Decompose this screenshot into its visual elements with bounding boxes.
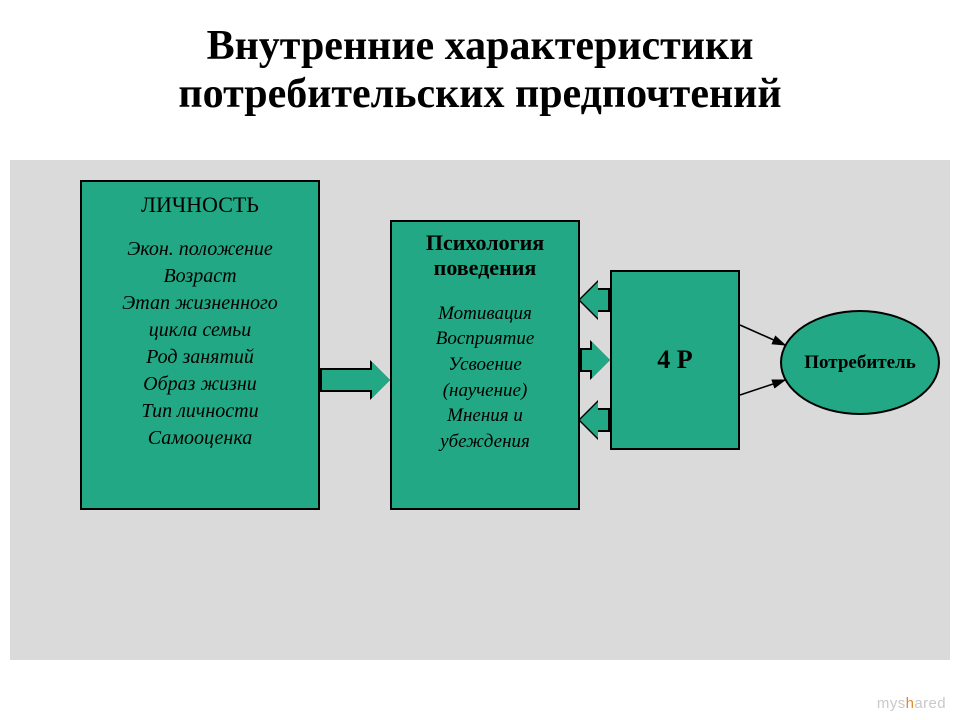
list-item: Восприятие [398, 326, 572, 352]
box-4p: 4 Р [610, 270, 740, 450]
slide-title: Внутренние характеристики потребительски… [0, 22, 960, 119]
list-item: цикла семьи [90, 317, 310, 344]
ellipse-consumer: Потребитель [780, 310, 940, 415]
box-psychology: Психология поведения МотивацияВосприятие… [390, 220, 580, 510]
list-item: Усвоение [398, 352, 572, 378]
list-item: Мнения и [398, 403, 572, 429]
box-4p-label: 4 Р [657, 345, 692, 375]
list-item: Возраст [90, 263, 310, 290]
title-line-1: Внутренние характеристики [207, 23, 754, 69]
box-psychology-items: МотивацияВосприятиеУсвоение(научение)Мне… [398, 301, 572, 455]
title-line-2: потребительских предпочтений [178, 71, 781, 117]
diagram-panel: ЛИЧНОСТЬ Экон. положениеВозрастЭтап жизн… [10, 160, 950, 660]
list-item: убеждения [398, 429, 572, 455]
list-item: Экон. положение [90, 236, 310, 263]
box-personality-items: Экон. положениеВозрастЭтап жизненногоцик… [90, 236, 310, 452]
box-personality: ЛИЧНОСТЬ Экон. положениеВозрастЭтап жизн… [80, 180, 320, 510]
list-item: Тип личности [90, 398, 310, 425]
slide: Внутренние характеристики потребительски… [0, 0, 960, 720]
watermark: myshared [877, 695, 946, 712]
box-psychology-header: Психология поведения [398, 230, 572, 281]
ellipse-consumer-label: Потребитель [804, 352, 916, 374]
list-item: (научение) [398, 378, 572, 404]
list-item: Образ жизни [90, 371, 310, 398]
list-item: Этап жизненного [90, 290, 310, 317]
box-personality-header: ЛИЧНОСТЬ [90, 192, 310, 218]
list-item: Самооценка [90, 425, 310, 452]
list-item: Род занятий [90, 344, 310, 371]
list-item: Мотивация [398, 301, 572, 327]
